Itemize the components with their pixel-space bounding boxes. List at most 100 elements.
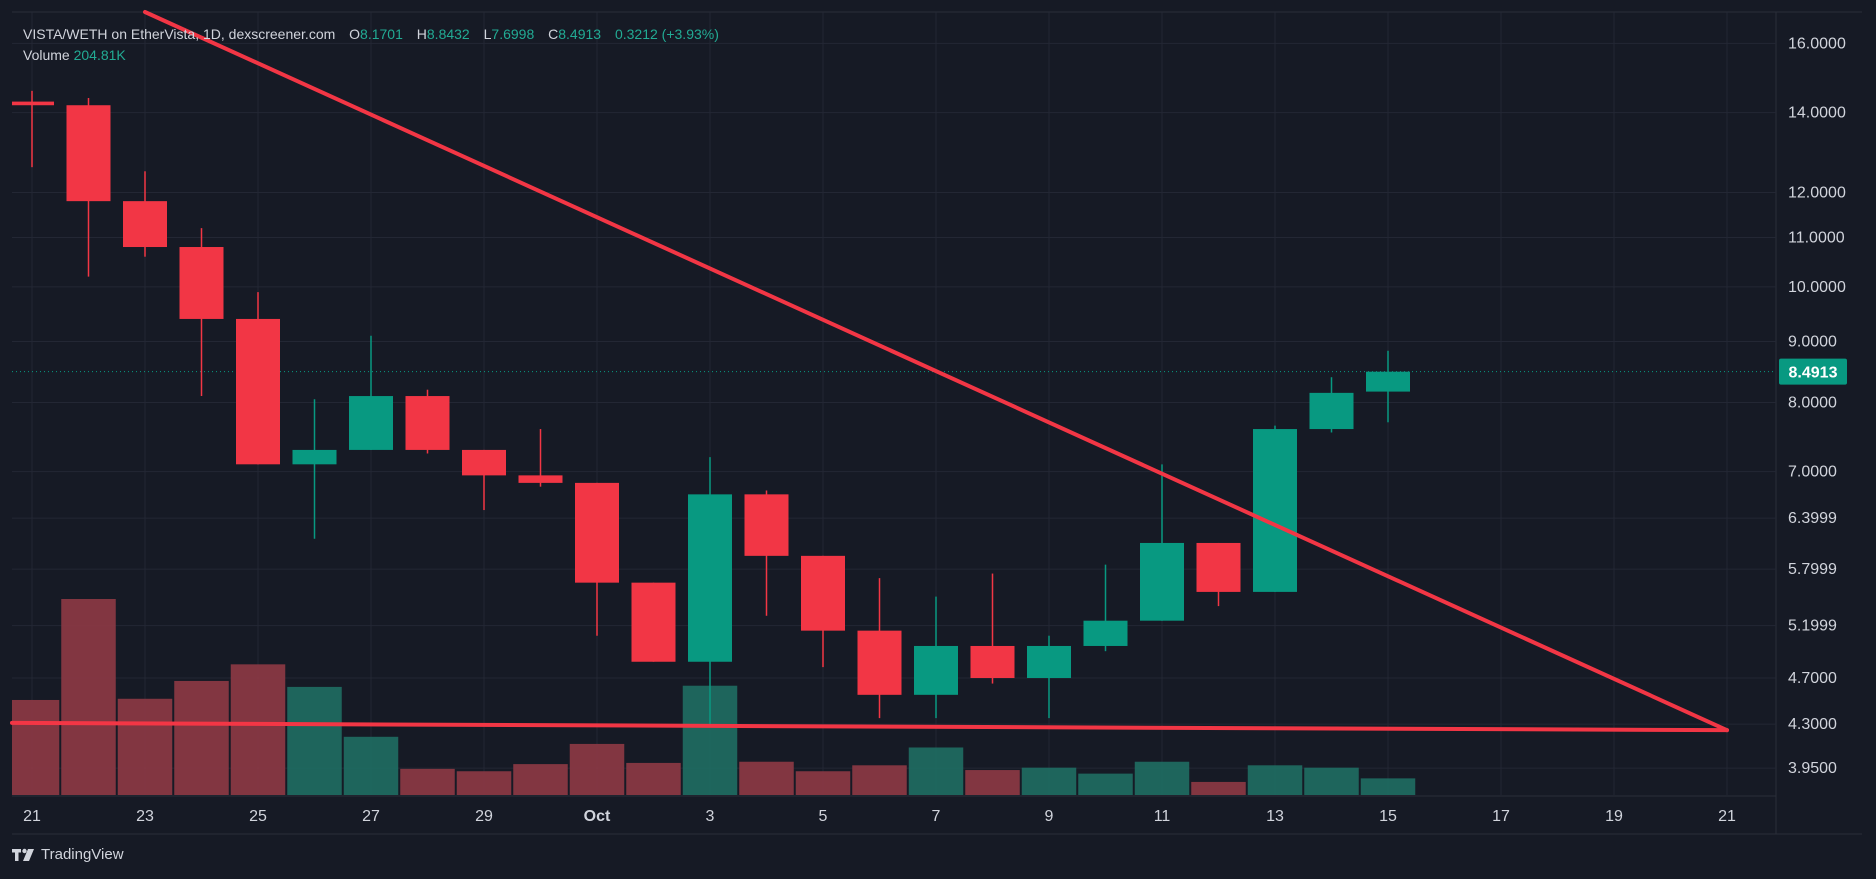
candle-body: [292, 449, 337, 465]
volume-bar: [1247, 765, 1303, 795]
price-tick-label: 11.0000: [1788, 230, 1845, 247]
chart-legend: VISTA/WETH on EtherVista, 1D, dexscreene…: [23, 24, 729, 66]
volume-bar: [1021, 767, 1077, 795]
time-tick-label: 7: [932, 808, 941, 825]
price-tick-label: 16.0000: [1788, 35, 1846, 52]
candle-body: [1309, 392, 1354, 430]
legend-ohlc-row: VISTA/WETH on EtherVista, 1D, dexscreene…: [23, 24, 729, 45]
price-tick-label: 12.0000: [1788, 184, 1846, 201]
legend-change-value: 0.3212 (+3.93%): [614, 26, 719, 42]
time-tick-label: 13: [1266, 808, 1284, 825]
price-tick-label: 6.3999: [1788, 510, 1837, 527]
volume-bar: [569, 743, 625, 795]
time-tick-label: 19: [1605, 808, 1623, 825]
last-price-tag: [1779, 358, 1847, 385]
price-tick-label: 5.7999: [1788, 561, 1837, 578]
price-axis[interactable]: 16.0000 14.0000 12.0000 11.0000 10.0000 9.000…: [1779, 35, 1847, 777]
volume-bar: [12, 699, 60, 795]
volume-bar: [1191, 781, 1246, 795]
candlesticks: [12, 90, 1410, 725]
candle-body: [236, 318, 280, 465]
volume-bar: [626, 762, 681, 795]
time-tick-label: 25: [249, 808, 267, 825]
volume-bar: [513, 764, 568, 795]
candle-body: [801, 555, 845, 631]
volume-bar: [343, 736, 399, 795]
volume-bar: [965, 770, 1020, 795]
volume-bar: [287, 686, 342, 795]
volume-bar: [908, 747, 964, 795]
time-tick-label: 29: [475, 808, 493, 825]
time-tick-label: 15: [1379, 808, 1397, 825]
candle-body: [518, 475, 563, 483]
volume-bar: [230, 664, 286, 795]
legend-high-label: H: [416, 26, 427, 42]
time-tick-label: 21: [1718, 808, 1736, 825]
volume-bar: [739, 761, 794, 795]
candle-body: [688, 494, 732, 662]
legend-volume-value: 204.81K: [73, 47, 126, 63]
time-axis[interactable]: 21 23 25 27 29 Oct 3 5 7 9 11 13 15 17 19 21: [23, 808, 1736, 825]
candle-body: [405, 396, 450, 450]
volume-bar: [1078, 773, 1133, 795]
time-tick-label: 11: [1154, 808, 1171, 825]
legend-close-value: 8.4913: [558, 26, 602, 42]
time-tick-label: 3: [706, 808, 715, 825]
candle-body: [1196, 542, 1241, 592]
time-tick-label: 21: [23, 808, 41, 825]
price-tick-label: 8.0000: [1788, 394, 1837, 411]
volume-bar: [456, 771, 512, 795]
time-tick-label: 23: [136, 808, 154, 825]
legend-high-value: 8.8432: [426, 26, 470, 42]
time-tick-label: Oct: [584, 808, 611, 825]
candle-body: [1253, 429, 1297, 592]
candle-body: [575, 482, 619, 583]
volume-bar: [1304, 767, 1359, 795]
price-tick-label: 4.7000: [1788, 670, 1837, 687]
price-tick-label: 14.0000: [1788, 105, 1846, 122]
volume-bar: [61, 599, 116, 795]
legend-open-value: 8.1701: [360, 26, 403, 42]
legend-low-value: 7.6998: [491, 26, 535, 42]
tradingview-icon: [12, 848, 36, 862]
volume-bars: [12, 599, 1416, 795]
time-tick-label: 9: [1045, 808, 1054, 825]
volume-bar: [174, 680, 229, 795]
candle-body: [462, 449, 506, 476]
volume-bar: [1134, 761, 1190, 795]
candle-body: [744, 494, 789, 556]
legend-symbol[interactable]: VISTA/WETH on EtherVista, 1D, dexscreene…: [23, 26, 336, 42]
candle-body: [1366, 371, 1410, 392]
tradingview-label: TradingView: [41, 846, 124, 863]
candle-body: [970, 645, 1015, 679]
candle-body: [631, 582, 676, 662]
trendline-descending-resistance[interactable]: [143, 10, 1729, 733]
volume-bar: [852, 765, 907, 795]
price-tick-label: 5.1999: [1788, 618, 1837, 635]
price-tick-label: 7.0000: [1788, 464, 1837, 481]
volume-bar: [117, 698, 173, 795]
tradingview-logo[interactable]: TradingView: [12, 846, 124, 863]
legend-volume-row: Volume 204.81K: [23, 45, 729, 66]
volume-bar: [795, 771, 851, 795]
trendline-flat-support[interactable]: [10, 720, 1729, 733]
candle-body: [1140, 542, 1184, 621]
trendlines[interactable]: [10, 10, 1729, 733]
price-tick-label: 3.9500: [1788, 760, 1837, 777]
price-tick-label: 9.0000: [1788, 333, 1837, 350]
time-tick-label: 5: [819, 808, 828, 825]
price-tick-label: 4.3000: [1788, 716, 1837, 733]
last-price-tag-label: 8.4913: [1789, 365, 1838, 382]
candle-body: [123, 201, 167, 248]
candle-body: [1027, 645, 1071, 679]
volume-bar: [1360, 778, 1416, 795]
price-tick-label: 10.0000: [1788, 279, 1846, 296]
candle-body: [349, 396, 393, 450]
legend-close-label: C: [548, 26, 559, 42]
candle-body: [914, 645, 958, 695]
time-tick-label: 27: [362, 808, 380, 825]
volume-bar: [400, 768, 455, 795]
candle-body: [179, 247, 224, 319]
legend-open-label: O: [349, 26, 361, 42]
